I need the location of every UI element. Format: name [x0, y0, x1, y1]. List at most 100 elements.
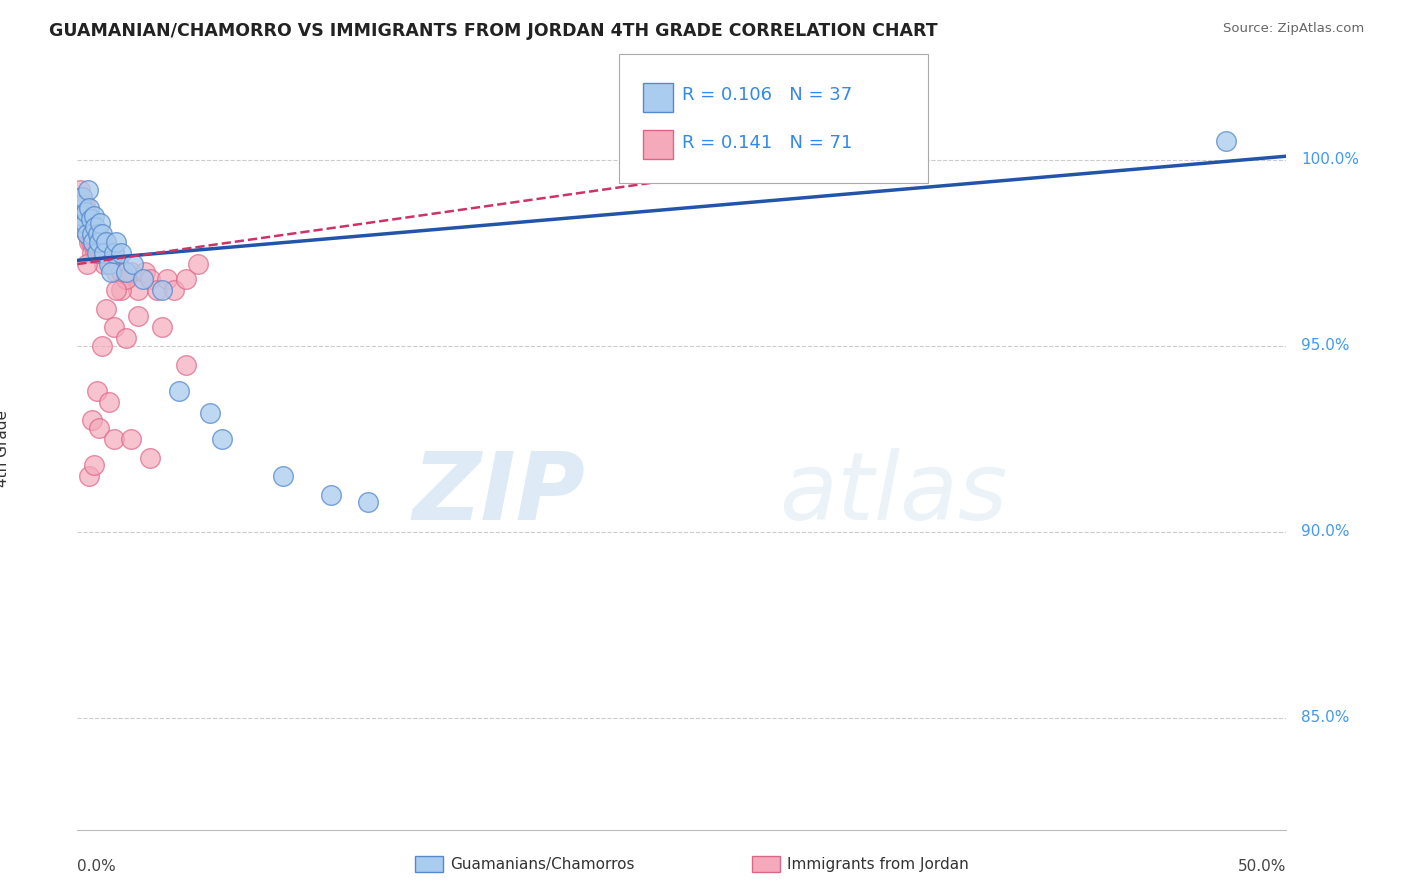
Point [96, 301, 118, 316]
Point [80, 413, 103, 427]
Point [80, 227, 103, 242]
Point [321, 488, 343, 502]
Point [67, 197, 90, 211]
Point [356, 495, 378, 509]
Point [103, 432, 125, 446]
Point [90, 339, 112, 353]
Point [122, 257, 145, 271]
Text: ZIP: ZIP [412, 448, 585, 540]
Point [1215, 134, 1237, 148]
Point [90, 227, 112, 242]
Text: 4th Grade: 4th Grade [0, 409, 10, 487]
Point [103, 246, 125, 260]
Point [76, 227, 98, 242]
Point [83, 227, 105, 242]
Point [87, 227, 110, 242]
Point [72, 209, 94, 223]
Point [200, 406, 222, 420]
Point [134, 264, 156, 278]
Point [174, 272, 197, 286]
Text: 95.0%: 95.0% [1301, 338, 1350, 353]
Point [76, 219, 98, 234]
Point [70, 209, 93, 223]
Point [87, 235, 110, 249]
Point [103, 320, 125, 334]
Text: 0.0%: 0.0% [77, 859, 117, 874]
Point [93, 257, 115, 271]
Point [100, 257, 122, 271]
Point [79, 469, 101, 483]
Point [70, 190, 93, 204]
Point [87, 235, 110, 249]
Point [69, 183, 91, 197]
Text: GUAMANIAN/CHAMORRO VS IMMIGRANTS FROM JORDAN 4TH GRADE CORRELATION CHART: GUAMANIAN/CHAMORRO VS IMMIGRANTS FROM JO… [49, 22, 938, 40]
Point [271, 469, 294, 483]
Point [96, 235, 118, 249]
Point [94, 246, 117, 260]
Point [83, 209, 105, 223]
Point [73, 219, 96, 234]
Point [146, 283, 169, 297]
Point [110, 246, 132, 260]
Point [174, 358, 197, 372]
Point [75, 219, 97, 234]
Point [72, 209, 94, 223]
Point [86, 246, 108, 260]
Point [105, 235, 128, 249]
Point [79, 212, 101, 227]
Point [69, 197, 91, 211]
Point [84, 246, 107, 260]
Point [90, 246, 112, 260]
Point [87, 246, 110, 260]
Point [73, 197, 96, 211]
Point [167, 384, 190, 398]
Point [156, 272, 179, 286]
Point [76, 209, 98, 223]
Text: atlas: atlas [779, 449, 1007, 540]
Point [79, 209, 101, 223]
Point [86, 235, 108, 249]
Point [70, 219, 93, 234]
Point [89, 246, 111, 260]
Point [70, 190, 93, 204]
Point [127, 309, 149, 323]
Point [163, 283, 186, 297]
Point [110, 283, 132, 297]
Point [114, 272, 136, 286]
Point [80, 246, 103, 260]
Point [139, 272, 162, 286]
Point [70, 197, 93, 211]
Point [187, 257, 209, 271]
Point [77, 235, 100, 249]
Point [120, 264, 142, 278]
Point [73, 216, 96, 230]
Text: Guamanians/Chamorros: Guamanians/Chamorros [450, 857, 634, 871]
Point [67, 209, 90, 223]
Point [127, 283, 149, 297]
Point [96, 235, 118, 249]
Point [114, 272, 136, 286]
Point [120, 432, 142, 446]
Text: R = 0.106   N = 37: R = 0.106 N = 37 [682, 87, 852, 104]
Point [79, 219, 101, 234]
Text: 50.0%: 50.0% [1239, 859, 1286, 874]
Point [86, 384, 108, 398]
Point [87, 421, 110, 435]
Point [150, 320, 173, 334]
Point [211, 432, 233, 446]
Point [77, 183, 100, 197]
Point [89, 216, 111, 230]
Point [77, 227, 100, 242]
Point [105, 264, 128, 278]
Point [114, 331, 136, 345]
Point [82, 235, 104, 249]
Point [91, 235, 114, 249]
Point [75, 205, 97, 219]
Point [69, 219, 91, 234]
Point [107, 257, 129, 271]
Point [72, 197, 94, 211]
Point [105, 283, 128, 297]
Point [103, 246, 125, 260]
Text: Source: ZipAtlas.com: Source: ZipAtlas.com [1223, 22, 1364, 36]
Point [83, 458, 105, 472]
